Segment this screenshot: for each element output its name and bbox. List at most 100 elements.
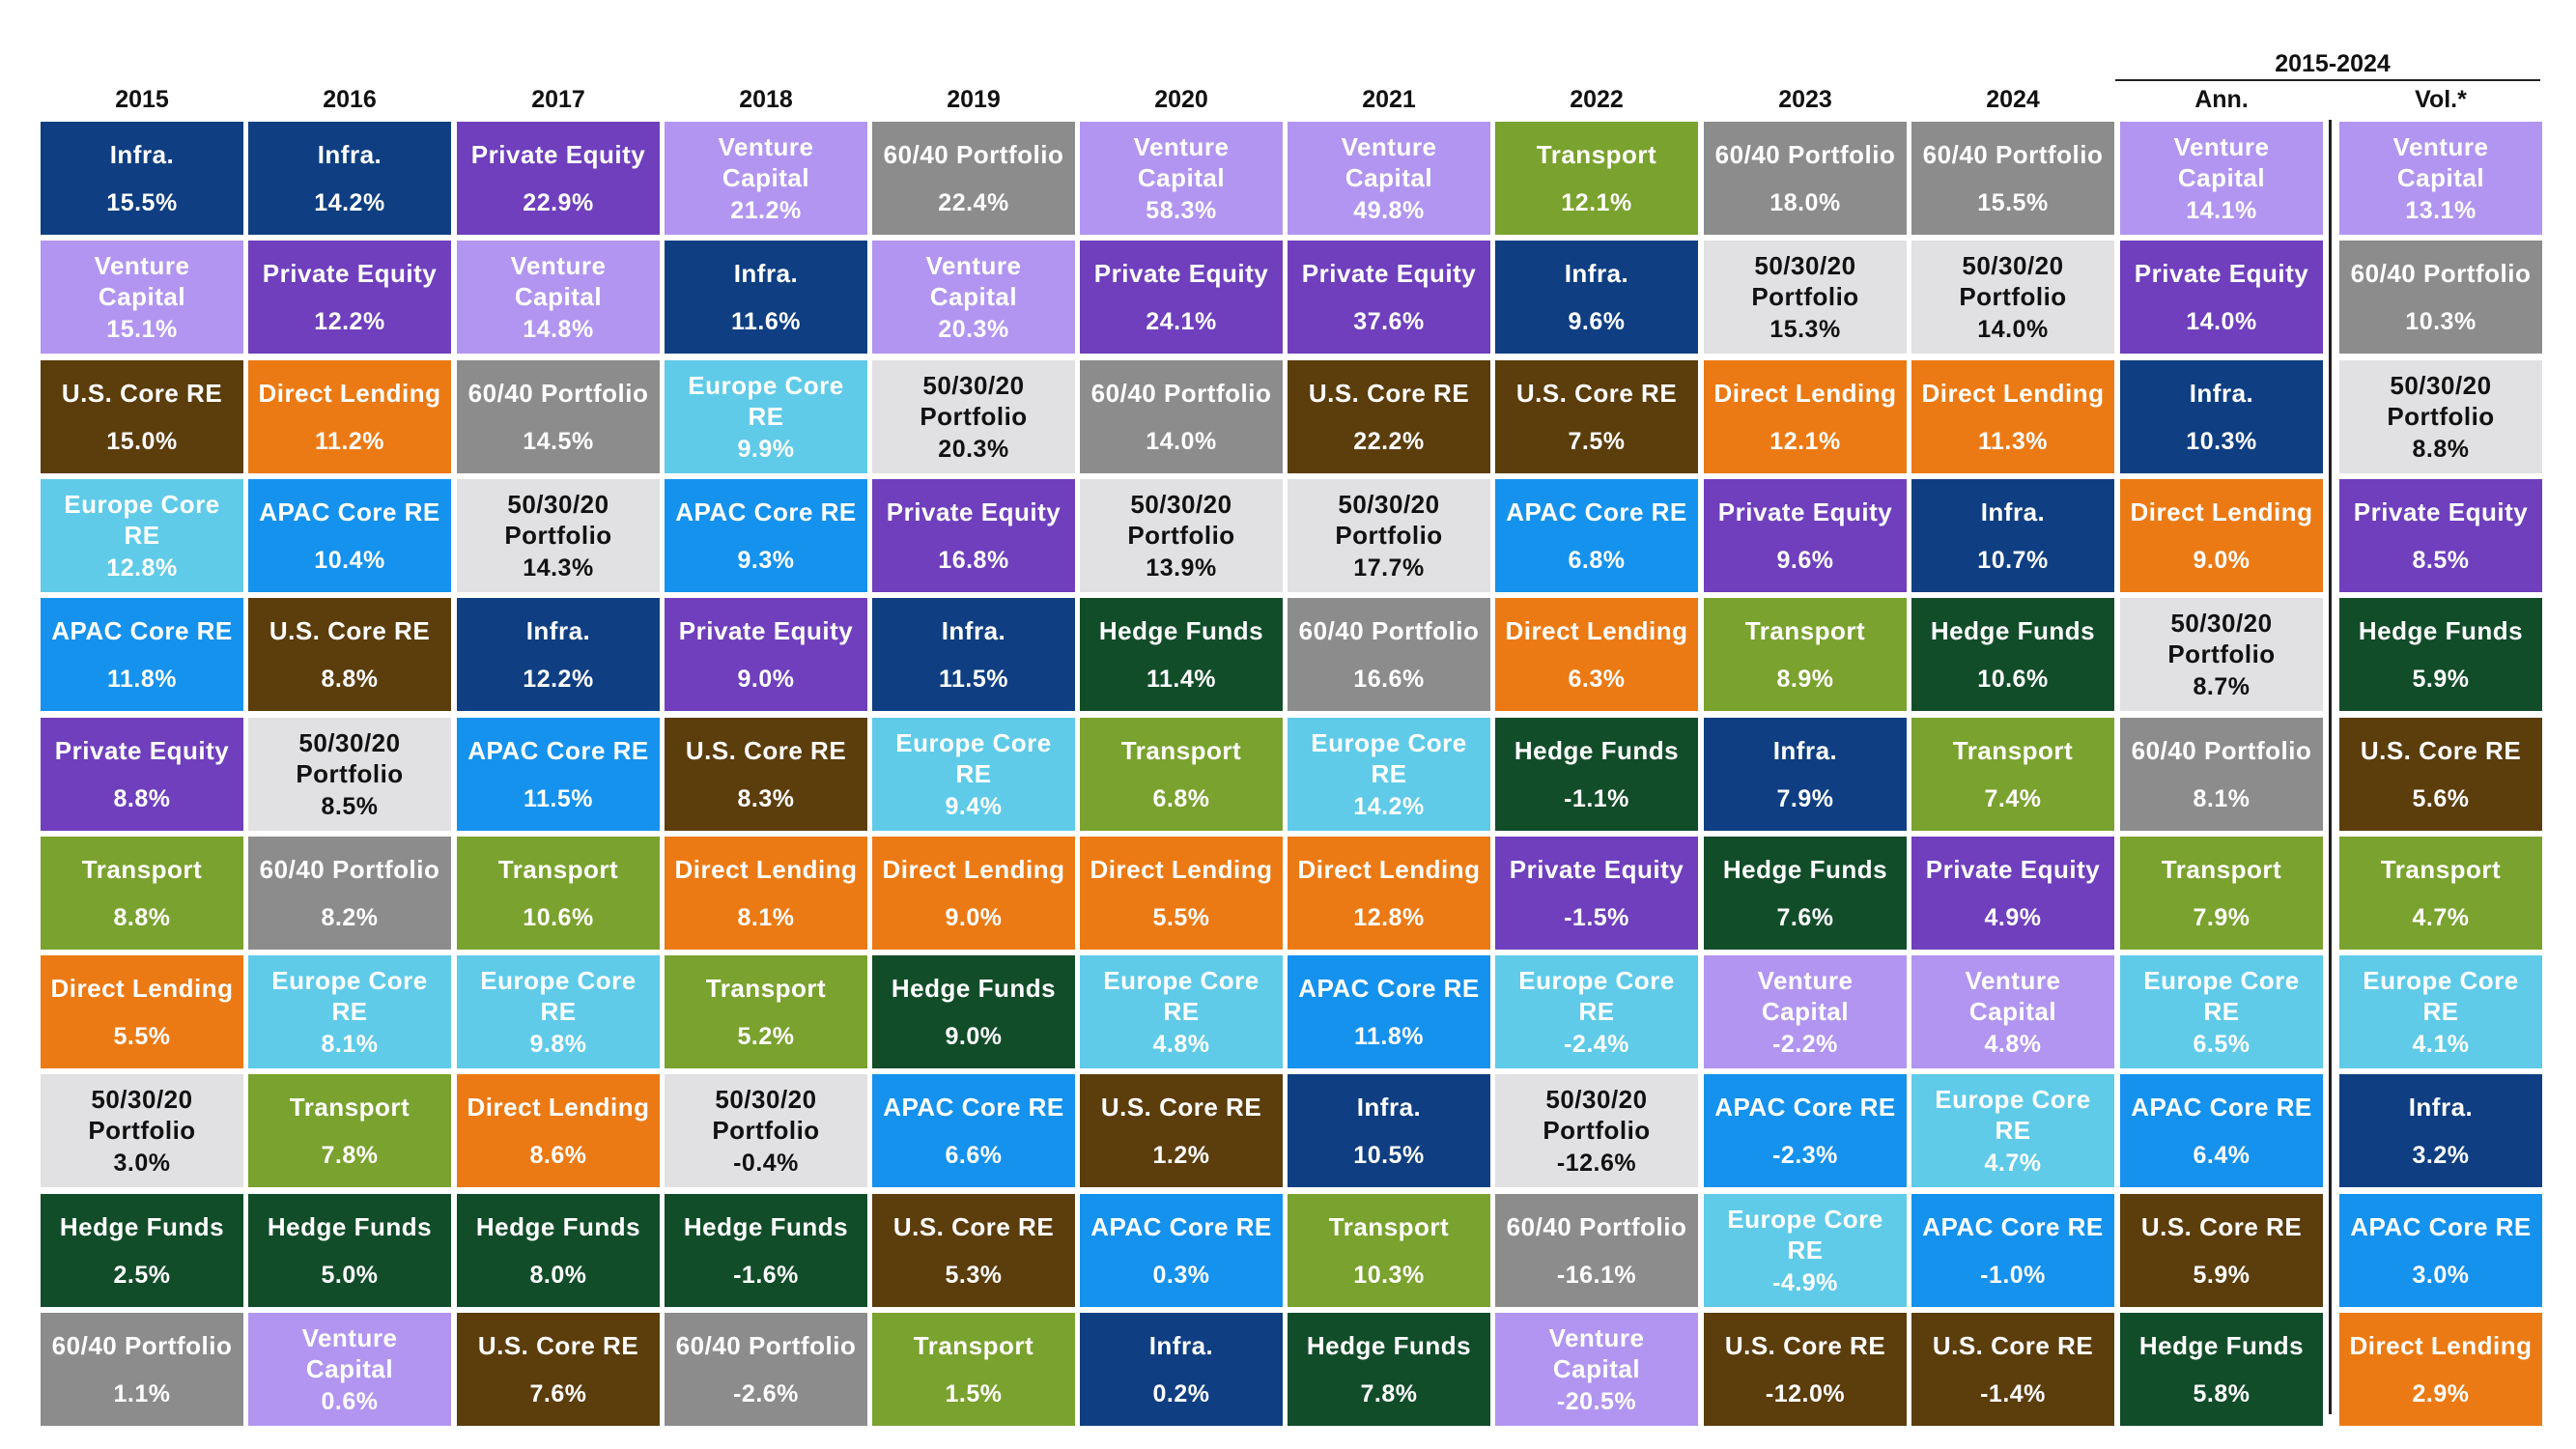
cell-return-value: -16.1% (1556, 1261, 1637, 1289)
cell-2024-transport: Transport 7.4% (1911, 718, 2114, 831)
cell-asset-label: Private Equity (678, 615, 854, 645)
cell-asset-label: Europe Core RE (271, 965, 428, 1026)
cell-2020-hedge-funds: Hedge Funds 11.4% (1080, 598, 1283, 711)
cell-asset-label: 50/30/20 Portfolio (712, 1084, 820, 1145)
cell-return-value: 9.3% (737, 546, 795, 574)
cell-return-value: 15.5% (1977, 188, 2049, 216)
cell-2023-60-40-portfolio: 60/40 Portfolio 18.0% (1704, 122, 1907, 235)
cell-return-value: 14.0% (1977, 315, 2049, 343)
cell-return-value: 20.3% (938, 315, 1009, 343)
cell-asset-label: APAC Core RE (2131, 1092, 2312, 1122)
column-header-2019: 2019 (947, 86, 1001, 113)
cell-2021-infra: Infra. 10.5% (1288, 1074, 1490, 1187)
cell-return-value: 8.7% (2193, 672, 2250, 700)
cell-asset-label: Transport (1952, 735, 2074, 765)
cell-return-value: 6.8% (1568, 546, 1626, 574)
cell-2016-direct-lending: Direct Lending 11.2% (248, 360, 451, 473)
cell-2016-u-s-core-re: U.S. Core RE 8.8% (248, 598, 451, 711)
cell-asset-label: 50/30/20 Portfolio (920, 370, 1028, 431)
cell-asset-label: U.S. Core RE (477, 1330, 639, 1360)
cell-return-value: 11.6% (730, 307, 801, 335)
cell-return-value: 8.1% (737, 903, 795, 931)
cell-return-value: 15.3% (1769, 315, 1841, 343)
cell-ann-50-30-20-portfolio: 50/30/20 Portfolio 8.7% (2120, 598, 2323, 711)
cell-ann-hedge-funds: Hedge Funds 5.8% (2120, 1313, 2323, 1426)
cell-return-value: 37.6% (1353, 307, 1425, 335)
cell-return-value: 9.0% (945, 903, 1003, 931)
cell-return-value: 24.1% (1146, 307, 1217, 335)
cell-return-value: 4.7% (1984, 1149, 2042, 1177)
cell-return-value: 11.8% (1353, 1022, 1424, 1050)
cell-asset-label: Direct Lending (1505, 615, 1688, 645)
column-header-2020: 2020 (1154, 86, 1208, 113)
cell-2021-apac-core-re: APAC Core RE 11.8% (1288, 955, 1490, 1068)
cell-2015-u-s-core-re: U.S. Core RE 15.0% (41, 360, 243, 473)
cell-2023-venture-capital: Venture Capital -2.2% (1704, 955, 1907, 1068)
cell-ann-u-s-core-re: U.S. Core RE 5.9% (2120, 1194, 2323, 1307)
cell-asset-label: Hedge Funds (683, 1211, 849, 1241)
cell-return-value: 5.5% (113, 1022, 171, 1050)
cell-2018-hedge-funds: Hedge Funds -1.6% (665, 1194, 867, 1307)
column-header-2023: 2023 (1778, 86, 1832, 113)
cell-return-value: 8.8% (2412, 435, 2470, 463)
cell-asset-label: Direct Lending (1921, 378, 2105, 408)
cell-return-value: 10.7% (1977, 546, 2049, 574)
cell-asset-label: Direct Lending (50, 973, 234, 1003)
cell-2019-infra: Infra. 11.5% (872, 598, 1075, 711)
cell-2017-venture-capital: Venture Capital 14.8% (457, 241, 660, 354)
cell-asset-label: Europe Core RE (64, 489, 220, 550)
cell-ann-infra: Infra. 10.3% (2120, 360, 2323, 473)
cell-asset-label: 60/40 Portfolio (259, 854, 440, 884)
cell-asset-label: 50/30/20 Portfolio (1959, 250, 2067, 311)
cell-2022-europe-core-re: Europe Core RE -2.4% (1495, 955, 1698, 1068)
cell-2022-hedge-funds: Hedge Funds -1.1% (1495, 718, 1698, 831)
cell-2017-private-equity: Private Equity 22.9% (457, 122, 660, 235)
cell-2015-50-30-20-portfolio: 50/30/20 Portfolio 3.0% (41, 1074, 243, 1187)
cell-return-value: 7.8% (1360, 1379, 1418, 1407)
cell-return-value: 11.3% (1977, 427, 2048, 455)
cell-2016-europe-core-re: Europe Core RE 8.1% (248, 955, 451, 1068)
cell-return-value: 14.3% (523, 554, 594, 582)
cell-2020-60-40-portfolio: 60/40 Portfolio 14.0% (1080, 360, 1283, 473)
cell-asset-label: Infra. (1980, 497, 2046, 526)
cell-asset-label: U.S. Core RE (1100, 1092, 1262, 1122)
cell-return-value: 0.2% (1152, 1379, 1210, 1407)
cell-2017-apac-core-re: APAC Core RE 11.5% (457, 718, 660, 831)
cell-return-value: 7.6% (529, 1379, 587, 1407)
cell-2018-u-s-core-re: U.S. Core RE 8.3% (665, 718, 867, 831)
cell-return-value: 10.5% (1353, 1141, 1425, 1169)
cell-return-value: 15.5% (106, 188, 178, 216)
cell-asset-label: Infra. (2189, 378, 2254, 408)
cell-2018-transport: Transport 5.2% (665, 955, 867, 1068)
cell-2021-50-30-20-portfolio: 50/30/20 Portfolio 17.7% (1288, 479, 1490, 592)
cell-asset-label: Direct Lending (258, 378, 441, 408)
cell-2023-transport: Transport 8.9% (1704, 598, 1907, 711)
cell-vol-venture-capital: Venture Capital 13.1% (2339, 122, 2542, 235)
cell-2017-direct-lending: Direct Lending 8.6% (457, 1074, 660, 1187)
cell-2024-private-equity: Private Equity 4.9% (1911, 837, 2114, 950)
cell-asset-label: Private Equity (2353, 497, 2529, 526)
cell-return-value: 5.5% (1152, 903, 1210, 931)
cell-return-value: -20.5% (1556, 1387, 1637, 1415)
cell-return-value: -0.4% (733, 1149, 799, 1177)
cell-2019-transport: Transport 1.5% (872, 1313, 1075, 1426)
cell-return-value: 8.8% (113, 903, 171, 931)
cell-return-value: 8.0% (529, 1261, 587, 1289)
cell-asset-label: 60/40 Portfolio (1506, 1211, 1687, 1241)
cell-return-value: 10.3% (2186, 427, 2257, 455)
cell-ann-private-equity: Private Equity 14.0% (2120, 241, 2323, 354)
cell-return-value: 8.1% (2193, 784, 2250, 812)
cell-return-value: 9.0% (945, 1022, 1003, 1050)
cell-return-value: 14.1% (2186, 196, 2257, 224)
cell-2015-apac-core-re: APAC Core RE 11.8% (41, 598, 243, 711)
cell-asset-label: Infra. (733, 258, 799, 288)
cell-2015-transport: Transport 8.8% (41, 837, 243, 950)
cell-return-value: 5.6% (2412, 784, 2470, 812)
cell-ann-60-40-portfolio: 60/40 Portfolio 8.1% (2120, 718, 2323, 831)
cell-asset-label: Europe Core RE (480, 965, 637, 1026)
cell-asset-label: APAC Core RE (1506, 497, 1687, 526)
cell-asset-label: U.S. Core RE (892, 1211, 1055, 1241)
cell-asset-label: 60/40 Portfolio (2350, 258, 2532, 288)
cell-return-value: 21.2% (730, 196, 802, 224)
cell-2019-60-40-portfolio: 60/40 Portfolio 22.4% (872, 122, 1075, 235)
